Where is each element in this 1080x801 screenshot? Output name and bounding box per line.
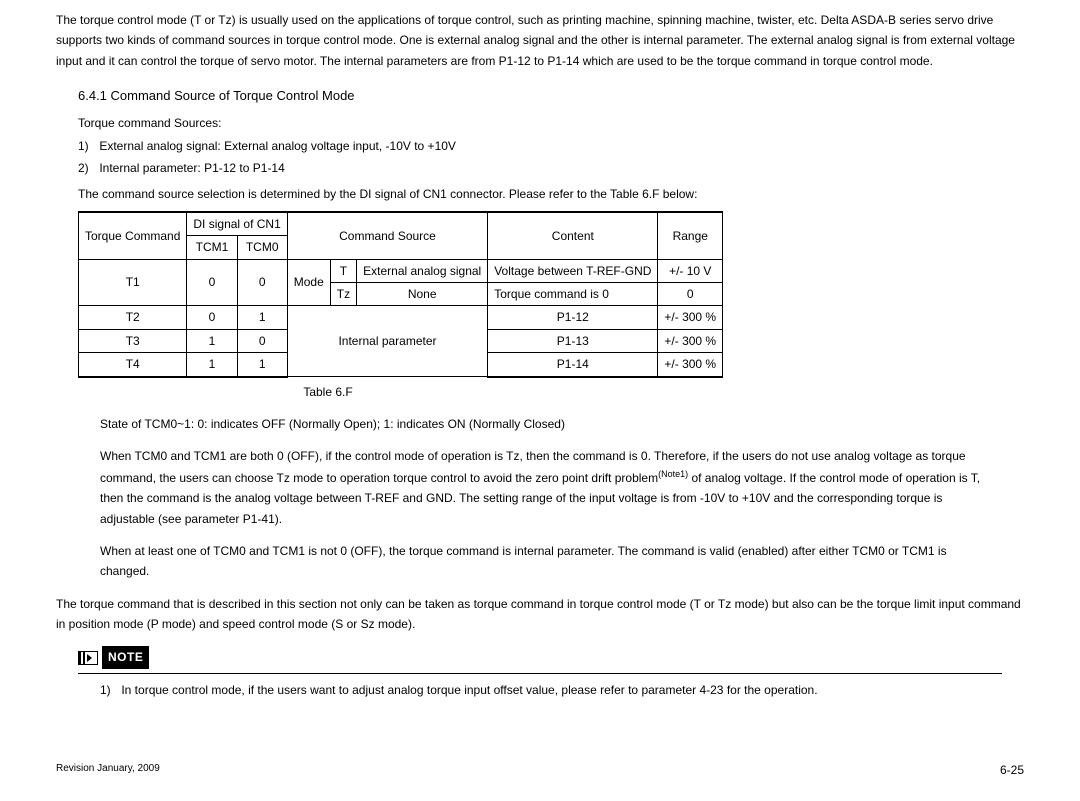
cell-t2: T2 xyxy=(79,306,187,329)
cell: 0 xyxy=(237,259,287,306)
footer-page-number: 6-25 xyxy=(1000,760,1024,780)
cell: 1 xyxy=(237,306,287,329)
table-caption: Table 6.F xyxy=(78,382,578,402)
footer-revision: Revision January, 2009 xyxy=(56,760,160,780)
cell: Torque command is 0 xyxy=(488,283,658,306)
th-content: Content xyxy=(488,212,658,259)
note-label: NOTE xyxy=(102,646,149,668)
cell: +/- 10 V xyxy=(658,259,723,282)
cell: 1 xyxy=(187,353,237,377)
cell: 0 xyxy=(237,329,287,352)
cell-internal-param: Internal parameter xyxy=(287,306,487,377)
list-number: 1) xyxy=(78,136,96,156)
th-range: Range xyxy=(658,212,723,259)
explain-tz: When TCM0 and TCM1 are both 0 (OFF), if … xyxy=(100,446,984,529)
cell: P1-14 xyxy=(488,353,658,377)
cell: 0 xyxy=(187,259,237,306)
cell: 1 xyxy=(237,353,287,377)
th-di-signal: DI signal of CN1 xyxy=(187,212,287,236)
cell: P1-12 xyxy=(488,306,658,329)
explain-state: State of TCM0~1: 0: indicates OFF (Norma… xyxy=(100,414,984,434)
section-heading: 6.4.1 Command Source of Torque Control M… xyxy=(78,85,1024,107)
note-text: In torque control mode, if the users wan… xyxy=(121,683,817,697)
closing-paragraph: The torque command that is described in … xyxy=(56,594,1024,635)
cell: +/- 300 % xyxy=(658,306,723,329)
cell-t3: T3 xyxy=(79,329,187,352)
explain-internal: When at least one of TCM0 and TCM1 is no… xyxy=(100,541,984,582)
source-text-2: Internal parameter: P1-12 to P1-14 xyxy=(99,161,284,175)
cell: 0 xyxy=(658,283,723,306)
note-icon xyxy=(78,651,98,665)
intro-paragraph: The torque control mode (T or Tz) is usu… xyxy=(56,10,1024,71)
th-torque-command: Torque Command xyxy=(79,212,187,259)
th-tcm0: TCM0 xyxy=(237,236,287,259)
cell: 1 xyxy=(187,329,237,352)
cell-mode: Mode xyxy=(287,259,330,306)
cell: +/- 300 % xyxy=(658,329,723,352)
pre-table-text: The command source selection is determin… xyxy=(78,184,1024,204)
th-tcm1: TCM1 xyxy=(187,236,237,259)
note-divider xyxy=(78,673,1002,674)
cell: Voltage between T-REF-GND xyxy=(488,259,658,282)
cell: Tz xyxy=(330,283,356,306)
torque-command-table: Torque Command DI signal of CN1 Command … xyxy=(78,211,723,378)
note-sup: (Note1) xyxy=(658,469,688,479)
cell: +/- 300 % xyxy=(658,353,723,377)
cell-t1: T1 xyxy=(79,259,187,306)
sources-title: Torque command Sources: xyxy=(78,113,1024,133)
source-item-2: 2) Internal parameter: P1-12 to P1-14 xyxy=(78,158,1024,178)
list-number: 1) xyxy=(100,680,118,700)
list-number: 2) xyxy=(78,158,96,178)
cell: 0 xyxy=(187,306,237,329)
source-text-1: External analog signal: External analog … xyxy=(99,139,456,153)
cell: External analog signal xyxy=(357,259,488,282)
cell: P1-13 xyxy=(488,329,658,352)
cell-t4: T4 xyxy=(79,353,187,377)
cell: T xyxy=(330,259,356,282)
cell: None xyxy=(357,283,488,306)
source-item-1: 1) External analog signal: External anal… xyxy=(78,136,1024,156)
note-item: 1) In torque control mode, if the users … xyxy=(100,680,984,700)
th-command-source: Command Source xyxy=(287,212,487,259)
